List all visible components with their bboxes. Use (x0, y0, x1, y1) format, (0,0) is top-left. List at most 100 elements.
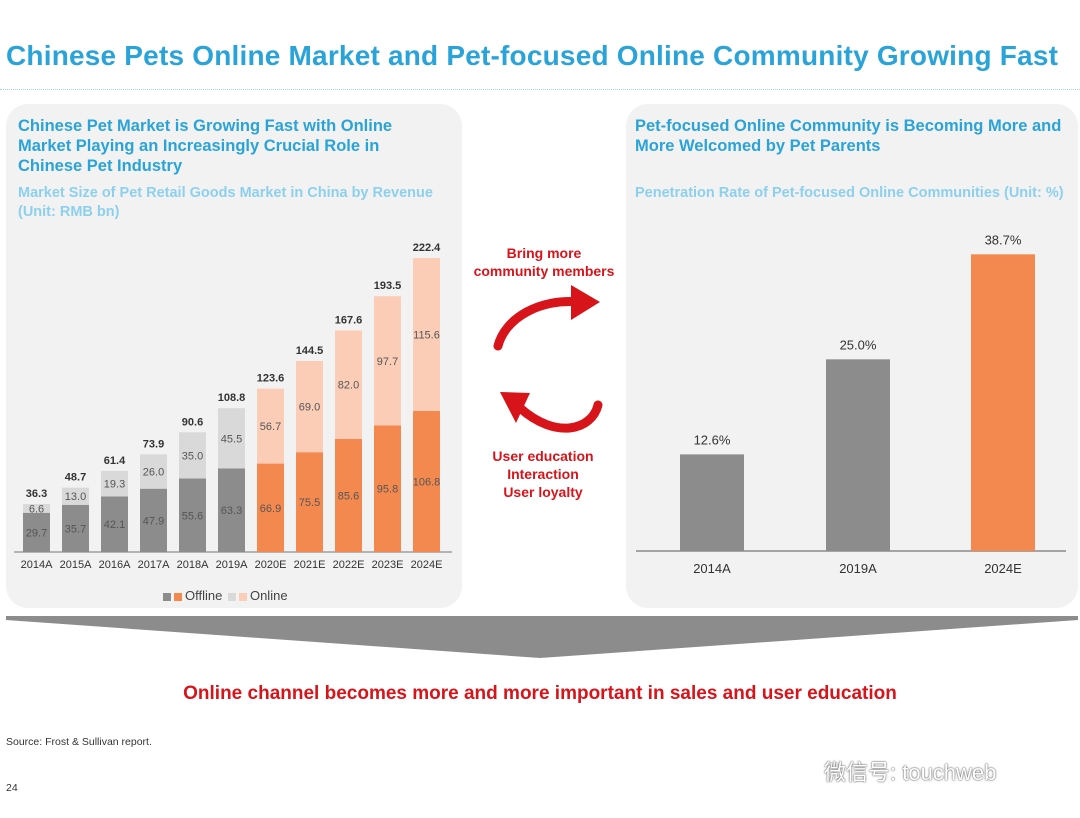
label-total-2016A: 61.4 (104, 455, 126, 467)
bar-online-2020E (257, 388, 284, 464)
label-offline-2018A: 55.6 (182, 510, 203, 522)
bar-online-2017A (140, 454, 167, 489)
bar-online-2021E (296, 361, 323, 453)
bottom-chevron-banner (6, 616, 1078, 658)
bar-offline-2021E (296, 452, 323, 552)
label-online-2020E: 56.7 (260, 421, 281, 433)
label-total-2017A: 73.9 (143, 438, 164, 450)
bar-offline-2015A (62, 504, 89, 552)
value-label-2019A: 25.0% (840, 337, 877, 352)
label-online-2017A: 26.0 (143, 467, 164, 479)
arrow-bottom-text: User education Interaction User loyalty (470, 447, 616, 501)
bar-online-2022E (335, 330, 362, 439)
label-offline-2023E: 95.8 (377, 484, 398, 496)
arrow-bottom-line: User loyalty (503, 484, 583, 500)
bar-offline-2023E (374, 425, 401, 552)
arrow-bottom-head (500, 392, 530, 423)
left-panel-heading: Chinese Pet Market is Growing Fast with … (18, 117, 393, 175)
label-offline-2017A: 47.9 (143, 515, 164, 527)
x-tick-2024E: 2024E (411, 559, 443, 571)
bar-2014A (680, 454, 744, 551)
label-offline-2021E: 75.5 (299, 497, 320, 509)
legend-online-estimate-swatch (238, 592, 247, 601)
bar-offline-2020E (257, 463, 284, 552)
arrow-top-head (571, 285, 600, 320)
label-total-2015A: 48.7 (65, 472, 86, 484)
label-total-2024E: 222.4 (413, 242, 441, 254)
bar-online-2015A (62, 487, 89, 505)
left-stacked-bar-chart: 29.7 6.6 36.3 2014A 35.7 13.0 48.7 2015A 42.1 19.… (14, 242, 452, 571)
label-offline-2016A: 42.1 (104, 519, 125, 531)
bar-2019A (826, 359, 890, 551)
label-total-2020E: 123.6 (257, 373, 285, 385)
arrow-bottom-line: Interaction (507, 466, 579, 482)
wechat-watermark: 微信号: touchweb (824, 760, 997, 785)
bar-offline-2018A (179, 478, 206, 552)
left-chart-subtitle: Market Size of Pet Retail Goods Market i… (18, 185, 433, 220)
bar-online-2018A (179, 432, 206, 479)
x-tick-2018A: 2018A (177, 559, 209, 571)
cycle-arrows (493, 285, 603, 433)
label-total-2021E: 144.5 (296, 345, 324, 357)
bar-offline-2022E (335, 438, 362, 552)
bar-2024E (971, 254, 1035, 552)
x-tick-2019A: 2019A (839, 561, 877, 576)
bar-online-2024E (413, 258, 440, 411)
conclusion-text: Online channel becomes more and more imp… (183, 683, 897, 704)
label-total-2014A: 36.3 (26, 488, 47, 500)
label-online-2024E: 115.6 (413, 329, 440, 341)
label-online-2015A: 13.0 (65, 491, 86, 503)
label-online-2018A: 35.0 (182, 450, 203, 462)
label-online-2019A: 45.5 (221, 433, 242, 445)
label-total-2023E: 193.5 (374, 280, 402, 292)
x-tick-2015A: 2015A (60, 559, 92, 571)
right-bar-chart: 12.6% 2014A 25.0% 2019A 38.7% 2024E (636, 232, 1066, 576)
x-tick-2024E: 2024E (984, 561, 1022, 576)
label-offline-2022E: 85.6 (338, 490, 359, 502)
chevron-shape (6, 616, 1078, 658)
x-tick-2023E: 2023E (372, 559, 404, 571)
legend-online-label: Online (249, 588, 288, 603)
chart-legend: Offline Online (163, 588, 288, 603)
x-tick-2014A: 2014A (693, 561, 731, 576)
label-online-2014A: 6.6 (29, 503, 44, 515)
legend-offline-estimate-swatch (174, 592, 182, 601)
source-note: Source: Frost & Sullivan report. (6, 736, 152, 748)
arrow-top-text: Bring more community members (460, 244, 628, 280)
bar-offline-2024E (413, 410, 440, 552)
label-offline-2015A: 35.7 (65, 523, 86, 535)
bar-offline-2014A (23, 512, 50, 552)
arrow-bottom-curve (515, 400, 603, 433)
arrow-bottom-line: User education (492, 448, 594, 464)
title-divider (0, 89, 1080, 90)
label-online-2022E: 82.0 (338, 380, 359, 392)
page-number: 24 (6, 782, 18, 794)
label-offline-2024E: 106.8 (413, 476, 441, 488)
label-total-2022E: 167.6 (335, 314, 363, 326)
arrow-top-curve (493, 296, 585, 351)
legend-online-actual-swatch (227, 592, 236, 601)
legend-offline-actual-swatch (163, 592, 171, 601)
label-offline-2014A: 29.7 (26, 527, 47, 539)
label-offline-2020E: 66.9 (260, 503, 281, 515)
bar-online-2019A (218, 408, 245, 469)
x-tick-2022E: 2022E (333, 559, 365, 571)
bar-online-2023E (374, 296, 401, 426)
legend-offline-label: Offline (185, 588, 223, 603)
x-tick-2016A: 2016A (99, 559, 131, 571)
value-label-2024E: 38.7% (985, 232, 1022, 247)
x-tick-2020E: 2020E (255, 559, 287, 571)
arrow-top-line: community members (473, 263, 615, 279)
bar-offline-2019A (218, 468, 245, 552)
right-chart-subtitle: Penetration Rate of Pet-focused Online C… (635, 185, 1064, 201)
x-tick-2021E: 2021E (294, 559, 326, 571)
label-total-2019A: 108.8 (218, 392, 246, 404)
x-tick-2014A: 2014A (21, 559, 53, 571)
x-tick-2019A: 2019A (216, 559, 248, 571)
bar-online-2016A (101, 470, 128, 497)
label-online-2021E: 69.0 (299, 402, 320, 414)
bar-offline-2016A (101, 496, 128, 552)
label-offline-2019A: 63.3 (221, 505, 242, 517)
label-online-2023E: 97.7 (377, 356, 398, 368)
